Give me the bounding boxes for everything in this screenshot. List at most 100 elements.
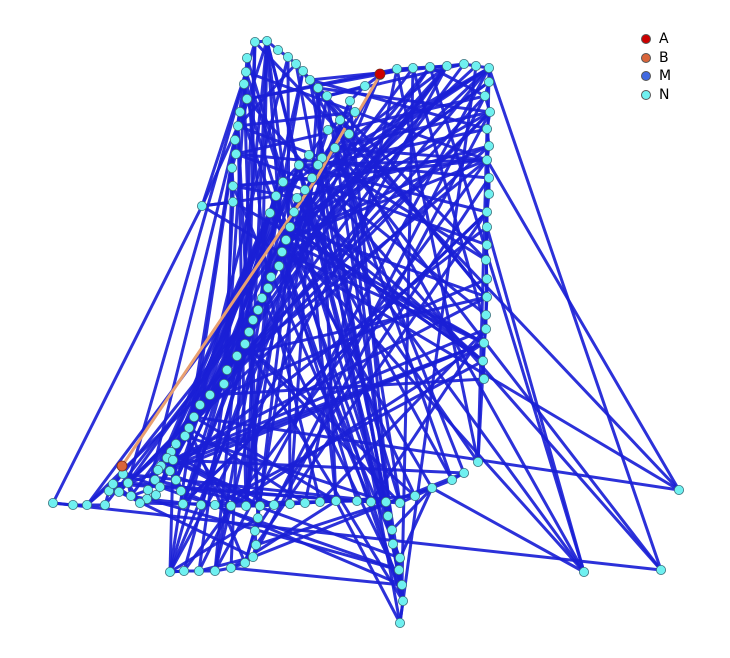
graph-edge — [333, 147, 663, 571]
legend-marker-n — [641, 89, 651, 100]
graph-node — [247, 552, 258, 563]
graph-node — [321, 91, 332, 102]
graph-node — [299, 184, 310, 195]
graph-node — [481, 124, 492, 135]
graph-node — [194, 399, 205, 410]
graph-edge — [197, 369, 229, 572]
graph-node — [221, 364, 232, 375]
graph-edge — [303, 68, 399, 504]
graph-node — [239, 338, 250, 349]
graph-node — [225, 563, 236, 574]
graph-edge — [51, 205, 204, 504]
node-b — [116, 460, 128, 472]
graph-edge — [103, 65, 449, 506]
graph-edge — [244, 226, 292, 507]
graph-node — [164, 567, 175, 578]
graph-node — [252, 513, 263, 524]
graph-node — [290, 59, 301, 70]
graph-node — [312, 83, 323, 94]
graph-node — [175, 485, 186, 496]
graph-edge — [230, 566, 403, 587]
graph-node — [239, 558, 250, 569]
graph-edge — [225, 71, 248, 371]
graph-node — [365, 496, 376, 507]
graph-edge — [193, 415, 680, 492]
graph-node — [478, 373, 489, 384]
graph-edge — [431, 486, 585, 574]
graph-edge — [244, 71, 285, 183]
graph-edge — [154, 177, 314, 496]
graph-edge — [400, 67, 415, 586]
graph-edge — [269, 211, 484, 363]
graph-node — [424, 62, 435, 73]
graph-node — [386, 525, 397, 536]
graph-node — [149, 474, 160, 485]
graph-node — [312, 159, 323, 170]
graph-node — [196, 200, 207, 211]
graph-node — [238, 79, 249, 90]
graph-edge — [242, 83, 260, 519]
graph-edge — [411, 67, 488, 330]
graph-node — [470, 61, 481, 72]
graph-node — [382, 510, 393, 521]
legend-marker-b — [641, 52, 651, 63]
graph-node — [247, 314, 258, 325]
graph-node — [284, 221, 295, 232]
graph-edge — [253, 177, 491, 532]
graph-edge — [232, 180, 284, 188]
graph-node — [291, 192, 302, 203]
graph-node — [329, 142, 340, 153]
graph-node — [193, 566, 204, 577]
graph-edge — [122, 472, 387, 504]
graph-node — [478, 337, 489, 348]
graph-node — [299, 497, 310, 508]
graph-edge — [169, 225, 488, 473]
graph-node — [178, 566, 189, 577]
graph-node — [656, 565, 667, 576]
graph-edge — [200, 71, 248, 207]
graph-node — [277, 176, 288, 187]
graph-edge — [390, 486, 434, 532]
graph-node — [234, 107, 245, 118]
graph-node — [108, 478, 119, 489]
graph-edge — [235, 152, 490, 180]
graph-node — [48, 497, 59, 508]
graph-node — [409, 490, 420, 501]
graph-node — [268, 499, 279, 510]
graph-node — [349, 107, 360, 118]
graph-node — [264, 207, 275, 218]
graph-node — [343, 128, 354, 139]
graph-node — [322, 125, 333, 136]
graph-node — [154, 481, 165, 492]
graph-node — [344, 96, 355, 107]
graph-node — [481, 239, 492, 250]
graph-node — [240, 500, 251, 511]
graph-node — [306, 172, 317, 183]
graph-node — [407, 63, 418, 74]
graph-edge — [243, 343, 405, 602]
graph-node — [226, 162, 237, 173]
graph-node — [282, 52, 293, 63]
legend: A B M N — [641, 30, 671, 104]
graph-node — [674, 484, 685, 495]
graph-node — [481, 273, 492, 284]
graph-node — [483, 188, 494, 199]
graph-node — [123, 477, 134, 488]
graph-edges — [51, 39, 681, 624]
graph-node — [177, 498, 188, 509]
graph-node — [481, 291, 492, 302]
graph-edge — [146, 497, 400, 572]
graph-node — [484, 107, 495, 118]
graph-edge — [172, 458, 465, 475]
legend-label-b: B — [659, 49, 669, 66]
graph-node — [483, 63, 494, 74]
legend-marker-a — [641, 34, 651, 45]
graph-edge — [286, 56, 292, 505]
graph-node — [167, 454, 178, 465]
graph-node — [170, 438, 181, 449]
graph-node — [441, 61, 452, 72]
graph-node — [479, 91, 490, 102]
graph-node — [252, 304, 263, 315]
graph-node — [334, 115, 345, 126]
